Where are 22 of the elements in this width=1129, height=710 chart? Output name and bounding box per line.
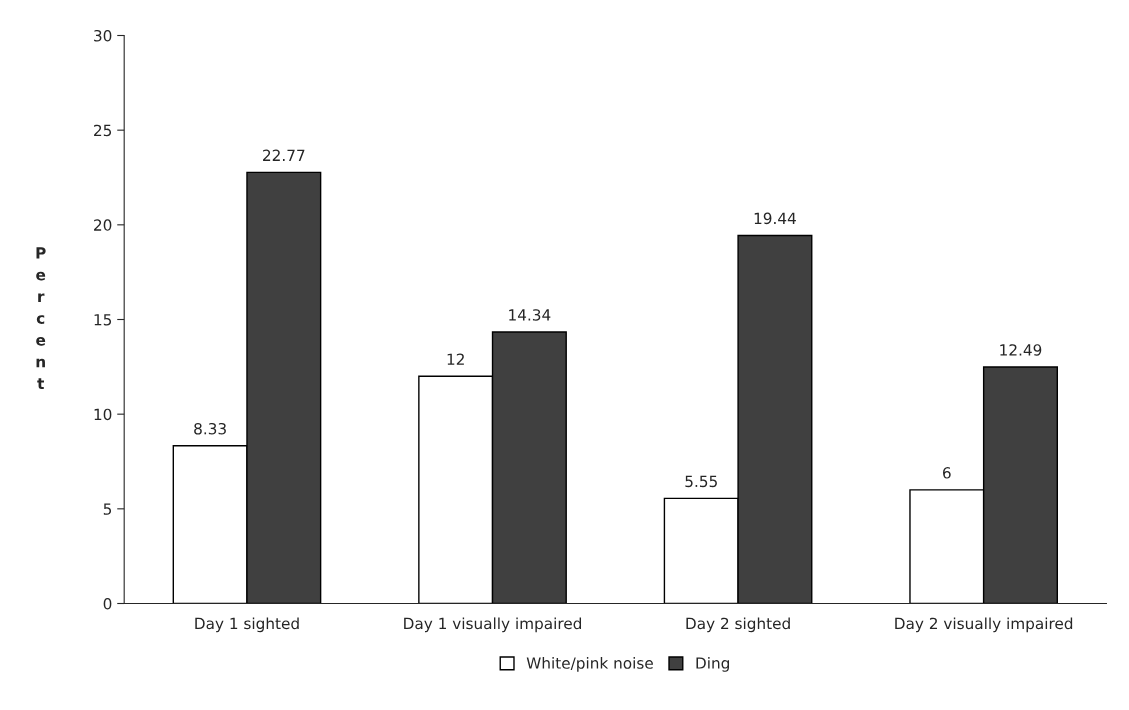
legend-label: Ding bbox=[696, 657, 729, 672]
y-tick-label: 20 bbox=[94, 219, 112, 231]
data-label: 12.49 bbox=[1000, 344, 1042, 356]
data-label: 19.44 bbox=[754, 212, 796, 225]
legend-label: White/pink noise bbox=[526, 657, 653, 672]
y-tick-label: 25 bbox=[94, 124, 112, 137]
y-tick-label: 10 bbox=[94, 408, 112, 421]
x-tick-label: Day 1 sighted bbox=[195, 617, 299, 633]
data-label: 12 bbox=[447, 353, 464, 365]
data-label: 5.55 bbox=[685, 475, 717, 488]
data-label: 6 bbox=[943, 467, 951, 479]
y-axis-title: Percent bbox=[36, 247, 46, 389]
data-label: 14.34 bbox=[509, 309, 551, 321]
y-tick-label: 30 bbox=[94, 29, 112, 42]
x-tick-label: Day 2 sighted bbox=[686, 617, 790, 633]
x-tick-label: Day 2 visually impaired bbox=[895, 617, 1073, 633]
data-label: 8.33 bbox=[194, 422, 226, 435]
y-tick-label: 15 bbox=[94, 314, 112, 326]
y-tick-label: 0 bbox=[103, 597, 112, 610]
data-label: 22.77 bbox=[263, 149, 305, 161]
y-tick-label: 5 bbox=[103, 503, 112, 515]
x-tick-label: Day 1 visually impaired bbox=[404, 617, 582, 633]
